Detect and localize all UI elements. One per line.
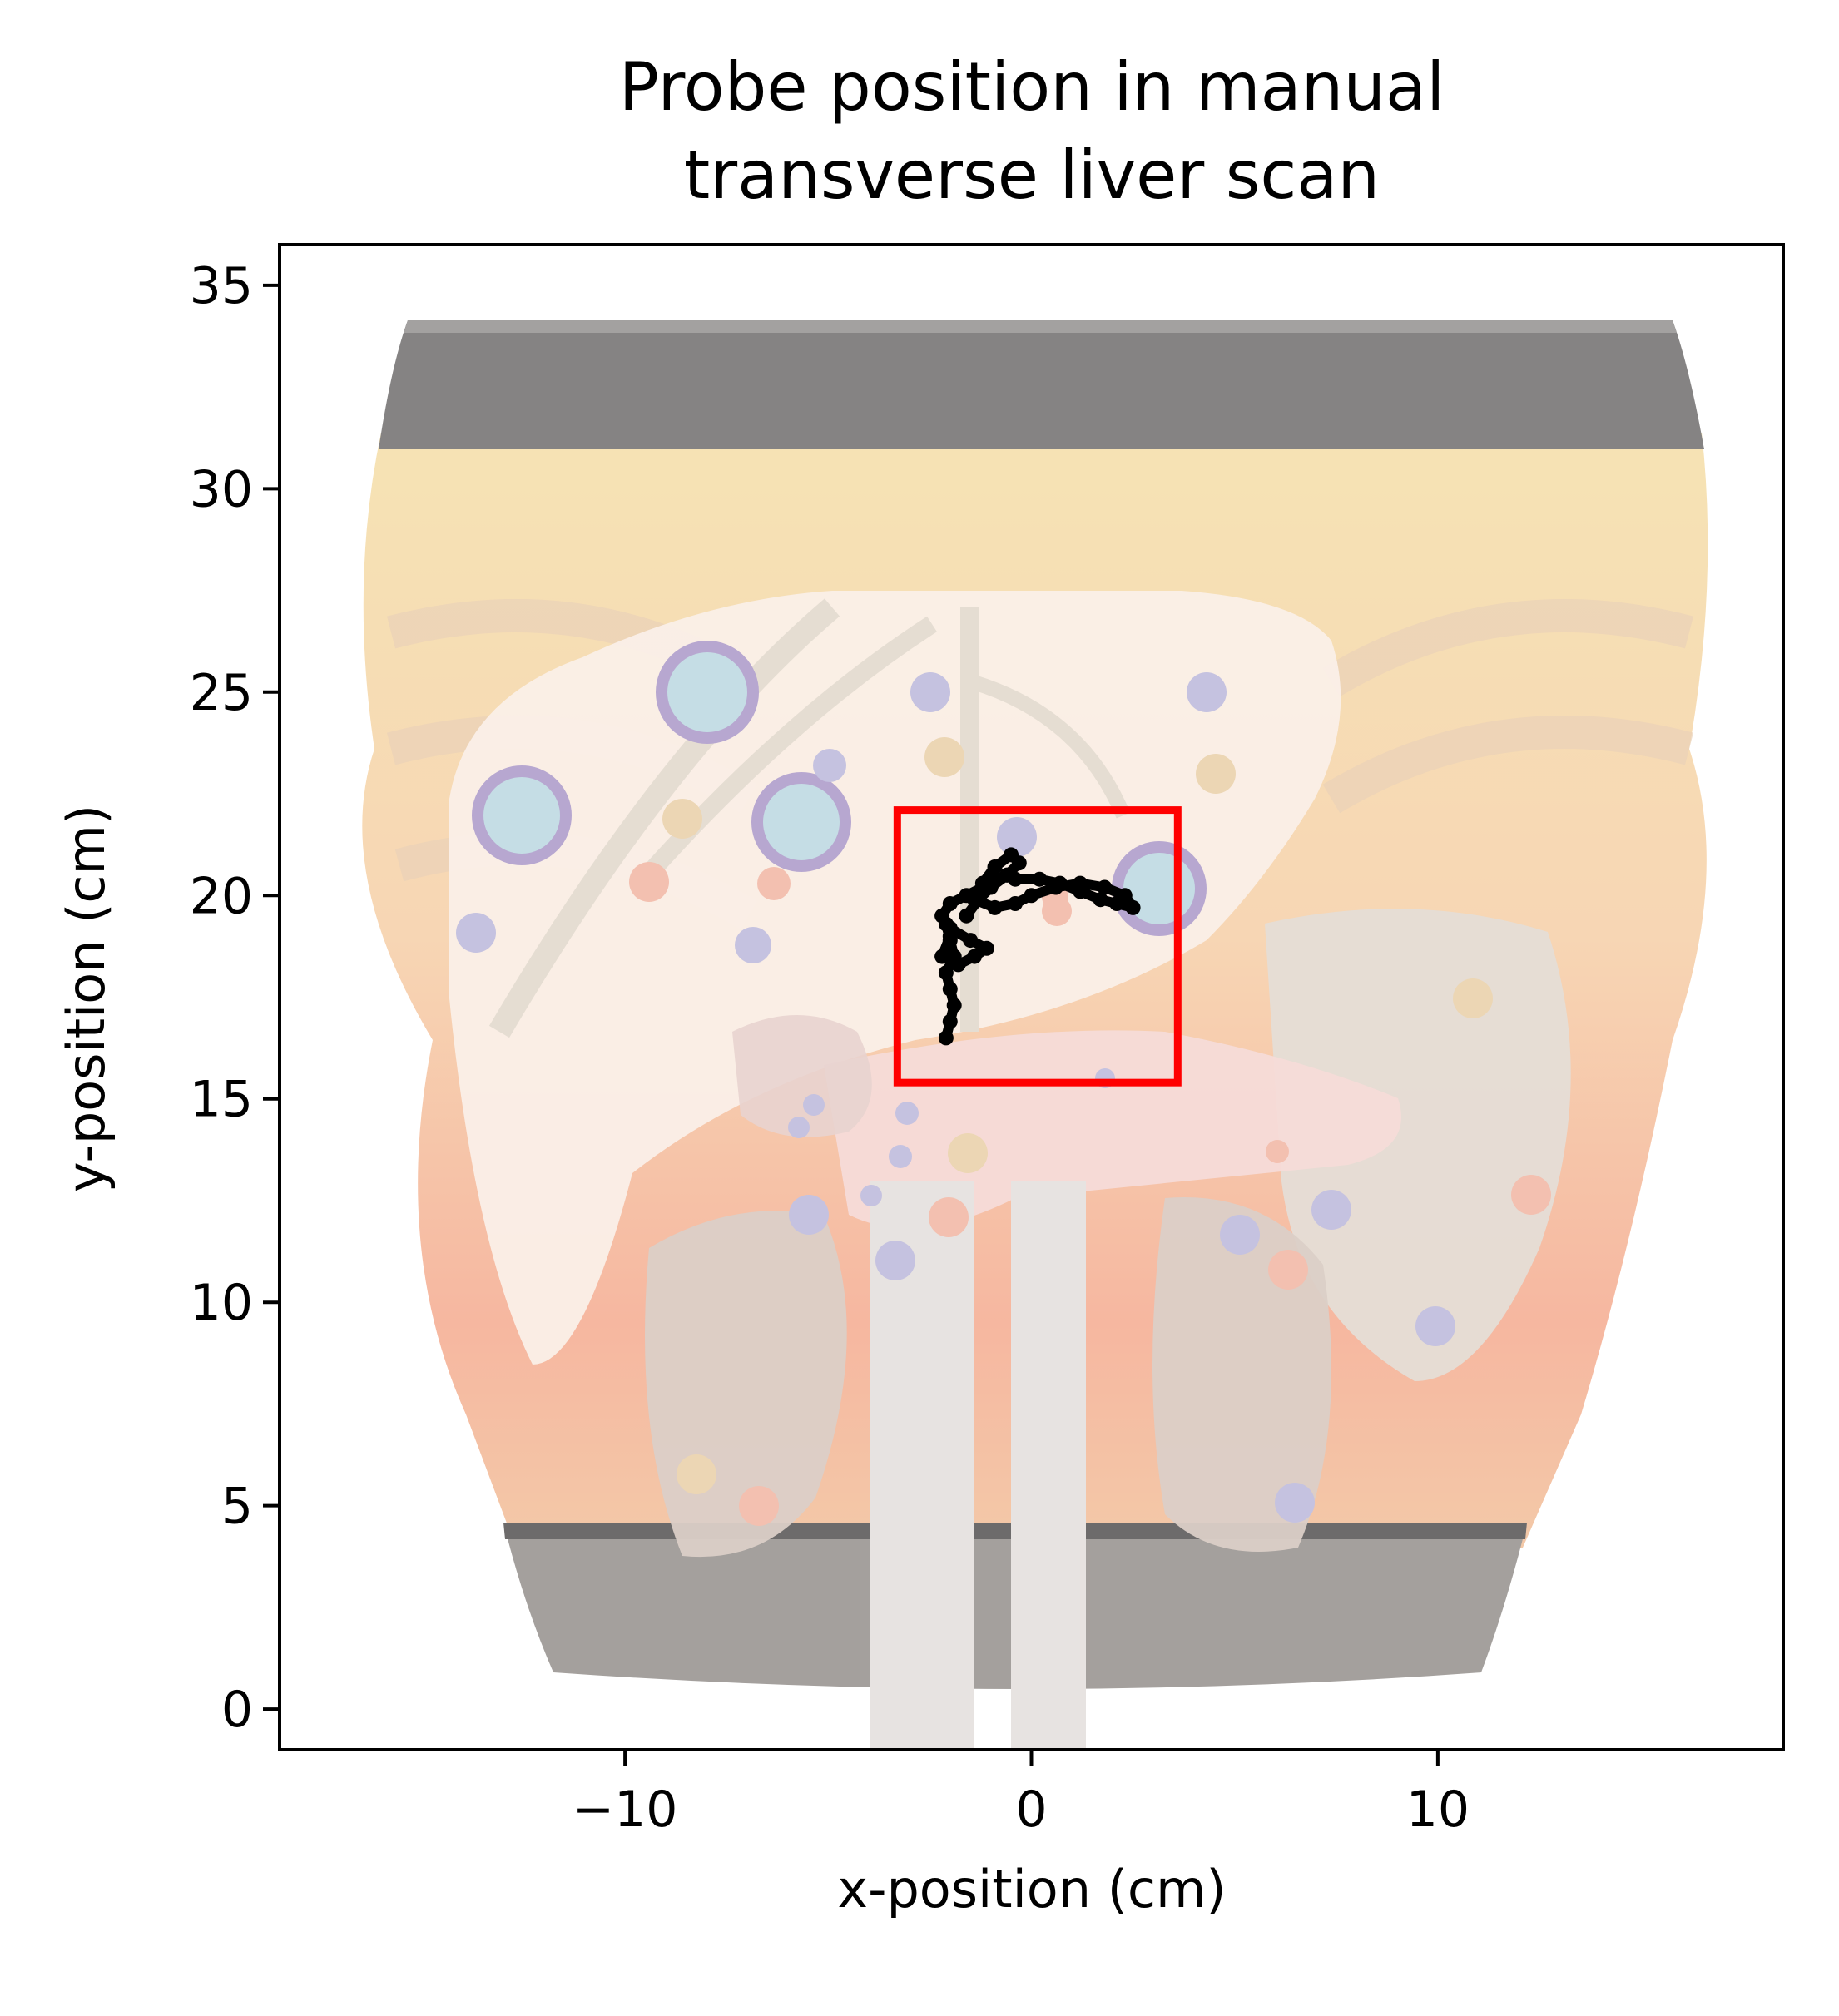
- probe-point: [946, 998, 962, 1013]
- y-tick-label: 5: [221, 1478, 253, 1536]
- probe-point: [938, 1030, 954, 1046]
- probe-point: [942, 981, 958, 997]
- probe-point: [1093, 892, 1108, 908]
- probe-point: [934, 908, 950, 924]
- probe-point: [963, 933, 979, 949]
- phantom-background-image: [362, 320, 1708, 1750]
- y-tick-label: 30: [190, 460, 253, 518]
- probe-point: [1125, 899, 1141, 915]
- chart-title-line-1: Probe position in manual: [619, 48, 1445, 126]
- probe-point: [942, 920, 958, 936]
- x-axis: −10 0 10: [573, 1750, 1470, 1839]
- probe-point: [1032, 871, 1048, 887]
- region-box: [893, 806, 1182, 1087]
- probe-point: [942, 896, 958, 911]
- probe-point: [1117, 888, 1133, 904]
- y-axis: 0 5 10 15 20 25 30 35: [190, 257, 280, 1739]
- probe-point: [1011, 855, 1027, 871]
- probe-point: [1048, 879, 1063, 895]
- probe-point: [1073, 875, 1088, 891]
- y-tick-label: 20: [190, 867, 253, 925]
- probe-point: [987, 899, 1003, 915]
- y-tick-label: 35: [190, 257, 253, 315]
- x-tick-label: 10: [1406, 1781, 1470, 1839]
- probe-point: [987, 859, 1003, 874]
- probe-point: [967, 949, 983, 964]
- probe-point: [971, 892, 986, 908]
- probe-point: [938, 965, 954, 981]
- probe-point: [1008, 896, 1023, 911]
- y-tick-label: 15: [190, 1071, 253, 1129]
- probe-track: [934, 847, 1141, 1046]
- chart-title-line-2: transverse liver scan: [684, 136, 1380, 214]
- probe-point: [1097, 879, 1113, 895]
- probe-point: [942, 1013, 958, 1029]
- x-tick-label: 0: [1015, 1781, 1047, 1839]
- y-axis-label: y-position (cm): [56, 805, 116, 1192]
- probe-point: [934, 949, 950, 964]
- probe-point: [999, 867, 1015, 883]
- probe-point: [950, 957, 966, 973]
- probe-point: [979, 940, 994, 956]
- x-tick-label: −10: [573, 1781, 678, 1839]
- probe-point: [983, 879, 999, 895]
- y-tick-label: 25: [190, 664, 253, 722]
- x-axis-label: x-position (cm): [837, 1859, 1226, 1919]
- region-box-rect: [893, 806, 1182, 1087]
- y-tick-label: 10: [190, 1274, 253, 1332]
- probe-point: [1024, 888, 1039, 904]
- probe-point: [959, 908, 974, 924]
- y-tick-label: 0: [221, 1681, 253, 1739]
